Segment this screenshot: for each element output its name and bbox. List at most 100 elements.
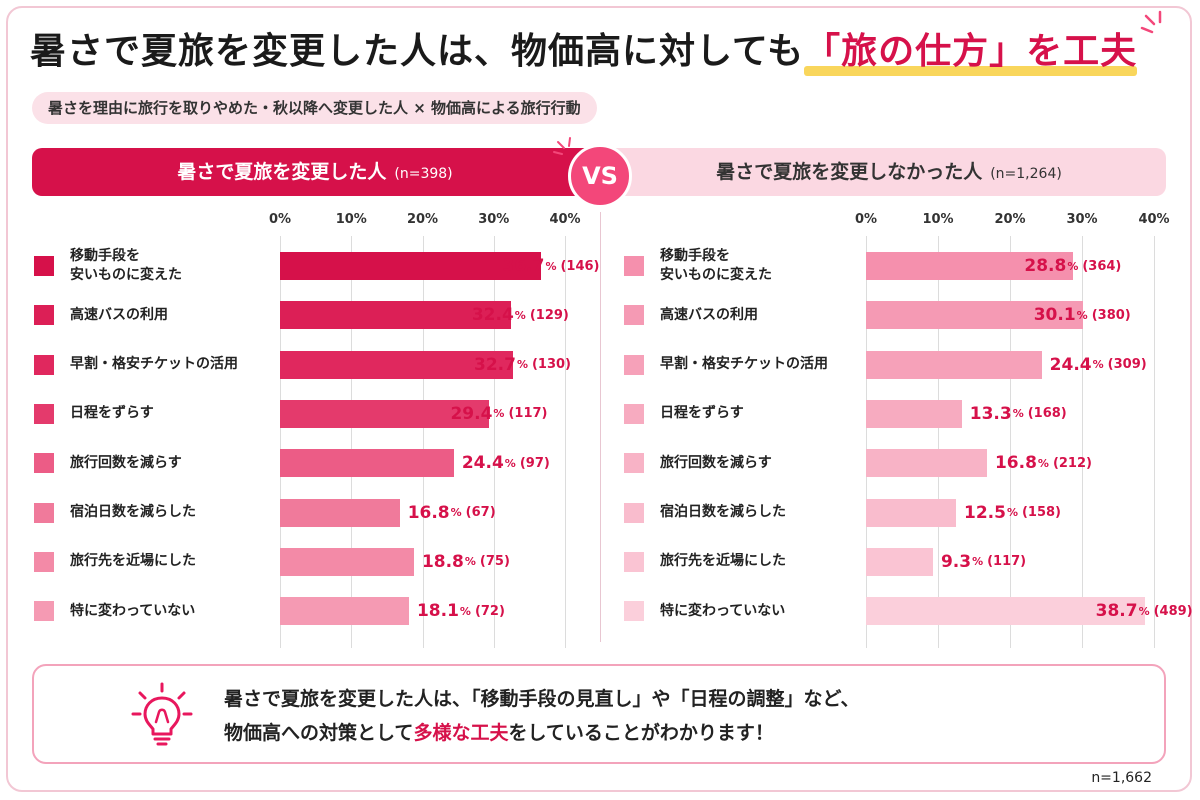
data-count: (158) [1021,505,1062,520]
category-marker [34,502,54,523]
bar [280,301,511,330]
sparkle-icon [1140,10,1162,34]
bar-row: 旅行回数を減らす 16.8% (212) [620,443,1180,483]
gridline [1154,236,1155,648]
x-tick-label: 20% [406,212,439,227]
percent-unit: % [516,358,528,372]
data-count: (130) [531,357,571,373]
right-banner-n: (n=1,264) [990,166,1062,182]
x-tick-label: 40% [549,212,581,227]
data-label: 13.3% (168) [970,394,1067,434]
gridline [1082,236,1083,648]
data-label: 32.4% (129) [472,295,569,335]
category-label: 高速バスの利用 [70,295,270,335]
summary-text: 暑さで夏旅を変更した人は、「移動手段の見直し」や「日程の調整」など、 物価高への… [224,682,860,750]
bar [866,350,1042,379]
data-label: 16.8% (67) [408,493,496,533]
summary-line-2-post: をしていることがわかります！ [508,722,774,744]
data-label: 38.7% (489) [1096,591,1193,631]
category-marker [624,453,644,474]
page-title: 暑さで夏旅を変更した人は、物価高に対しても「旅の仕方」を工夫 [30,22,1137,74]
category-label-text: 宿泊日数を減らした [70,504,196,521]
bar [866,252,1074,280]
bar [866,498,956,527]
gridline [280,236,281,648]
category-label-text: 旅行回数を減らす [70,454,182,471]
category-label: 旅行回数を減らす [660,443,860,483]
data-value: 38.7 [1095,601,1138,622]
right-banner: 暑さで夏旅を変更しなかった人 (n=1,264) [612,148,1166,196]
data-value: 16.8 [994,453,1037,474]
data-count: (212) [1052,455,1092,471]
category-label: 旅行先を近場にした [660,542,860,582]
bar-row: 移動手段を 安いものに変えた 36.7% (146) [30,246,600,286]
gridline [565,236,566,648]
vs-sparkle-icon [553,137,571,155]
x-tick-label: 0% [854,212,878,227]
bar-row: 旅行先を近場にした 18.8% (75) [30,542,600,582]
data-value: 36.7 [502,256,545,276]
category-label-text: 日程をずらす [70,405,154,422]
category-label: 特に変わっていない [70,591,270,631]
data-value: 9.3 [940,551,972,572]
data-label: 18.1% (72) [417,591,505,631]
percent-unit: % [1138,604,1150,618]
bar [280,498,400,527]
data-value: 24.4 [1049,354,1092,375]
category-label: 宿泊日数を減らした [660,493,860,533]
data-value: 29.4 [450,403,493,424]
bar-row: 宿泊日数を減らした 12.5% (158) [620,493,1180,533]
category-marker [624,256,644,276]
data-value: 28.8 [1024,256,1067,276]
title-main: 暑さで夏旅を変更した人は、物価高に対しても [30,31,805,72]
bar-row: 特に変わっていない 18.1% (72) [30,591,600,631]
category-label-text: 日程をずらす [660,405,744,422]
category-marker [34,453,54,474]
gridline [422,236,424,648]
percent-unit: % [1006,506,1018,519]
percent-unit: % [450,506,462,519]
category-marker [624,305,644,326]
data-count: (67) [465,505,496,520]
percent-unit: % [1092,358,1104,372]
total-sample-size: n=1,662 [1091,770,1152,786]
category-label-text: 移動手段を 安いものに変えた [70,248,182,283]
category-label: 早割・格安チケットの活用 [70,345,270,385]
bar [280,547,414,576]
data-label: 16.8% (212) [995,443,1092,483]
category-marker [624,502,644,523]
data-count: (309) [1107,357,1147,373]
category-label-text: 旅行回数を減らす [660,454,772,471]
x-tick-label: 0% [268,212,292,227]
data-label: 36.7% (146) [502,246,599,286]
bar-row: 高速バスの利用 32.4% (129) [30,295,600,335]
data-count: (117) [508,406,548,422]
bar [280,597,409,626]
bar-row: 特に変わっていない 38.7% (489) [620,591,1193,631]
data-value: 18.8 [421,551,464,572]
x-tick-label: 10% [335,212,367,227]
category-marker [624,551,644,572]
data-label: 24.4% (97) [462,443,550,483]
category-label-text: 旅行先を近場にした [70,553,196,570]
category-label-text: 宿泊日数を減らした [660,504,786,521]
panel-divider [600,212,601,642]
data-count: (129) [529,307,569,323]
data-label: 12.5% (158) [964,493,1061,533]
category-marker [34,601,54,622]
category-label: 日程をずらす [660,394,860,434]
category-marker [34,305,54,326]
data-count: (168) [1027,406,1067,422]
data-value: 30.1 [1033,305,1076,326]
category-marker [34,403,54,424]
data-count: (75) [479,554,510,570]
category-label: 移動手段を 安いものに変えた [660,246,860,286]
category-label-text: 早割・格安チケットの活用 [660,356,828,373]
data-label: 24.4% (309) [1050,345,1147,385]
bar [866,399,962,428]
gridline [351,236,353,648]
bar [866,449,987,478]
data-value: 24.4 [461,453,504,474]
data-value: 12.5 [964,502,1006,523]
title-highlight: 「旅の仕方」を工夫 [804,31,1138,72]
